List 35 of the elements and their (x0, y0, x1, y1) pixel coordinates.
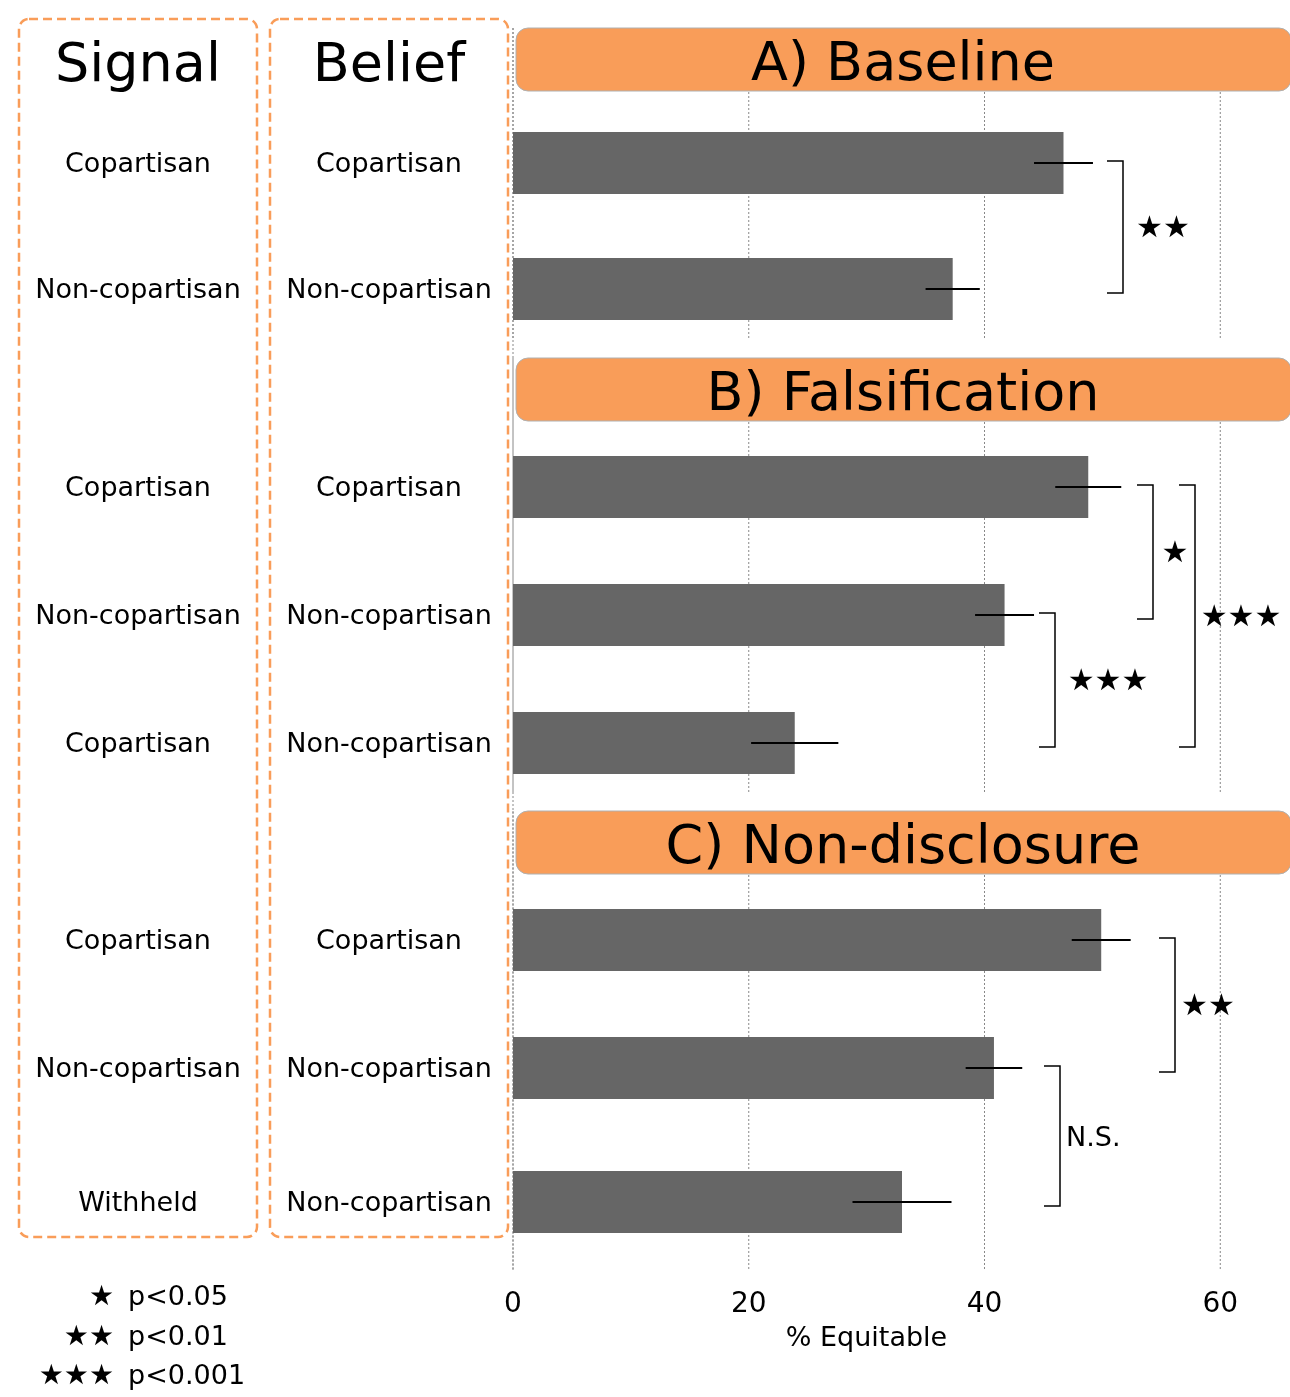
y-tick-label: Copartisan (316, 147, 462, 178)
text: Copartisan (65, 147, 211, 178)
text: ★★★ p<0.001 (38, 1358, 246, 1391)
text: ★★ p<0.01 (63, 1319, 228, 1352)
text: ★ p<0.05 (88, 1279, 228, 1312)
text: Non-copartisan (35, 1052, 241, 1083)
x-tick-label: 60 (1202, 1286, 1239, 1319)
y-tick-label: Copartisan (316, 471, 462, 502)
annotation: ★★★ (1200, 598, 1282, 633)
x-tick-label: 20 (730, 1286, 767, 1319)
text: Signal (55, 31, 221, 94)
annotation: N.S. (1066, 1121, 1121, 1152)
chart-title: B) Falsification (706, 360, 1100, 423)
annotation: ★ (1161, 534, 1189, 569)
text: Non-copartisan (35, 273, 241, 304)
y-tick-label: Non-copartisan (286, 727, 492, 758)
y-axis-title: Belief (312, 31, 468, 94)
text: Copartisan (65, 727, 211, 758)
x-axis-title: % Equitable (785, 1321, 948, 1352)
annotation: ★★ (1136, 209, 1190, 244)
y-tick-label: Non-copartisan (286, 1052, 492, 1083)
x-tick-label: 40 (966, 1286, 1003, 1319)
y-tick-label: Copartisan (316, 924, 462, 955)
y-tick-label: Non-copartisan (286, 599, 492, 630)
chart-title: C) Non-disclosure (665, 813, 1141, 876)
annotation: ★★ (1181, 987, 1235, 1022)
text: Non-copartisan (35, 599, 241, 630)
text: Copartisan (65, 471, 211, 502)
annotation: ★★★ (1067, 662, 1149, 697)
x-tick-label: 0 (504, 1286, 522, 1319)
chart-title: A) Baseline (750, 30, 1056, 93)
text: Copartisan (65, 924, 211, 955)
y-tick-label: Non-copartisan (286, 1186, 492, 1217)
text: Withheld (78, 1186, 198, 1217)
y-tick-label: Non-copartisan (286, 273, 492, 304)
